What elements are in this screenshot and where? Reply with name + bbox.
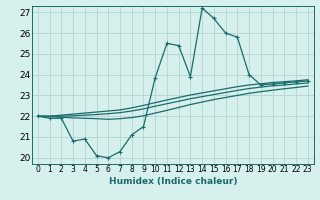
- X-axis label: Humidex (Indice chaleur): Humidex (Indice chaleur): [108, 177, 237, 186]
